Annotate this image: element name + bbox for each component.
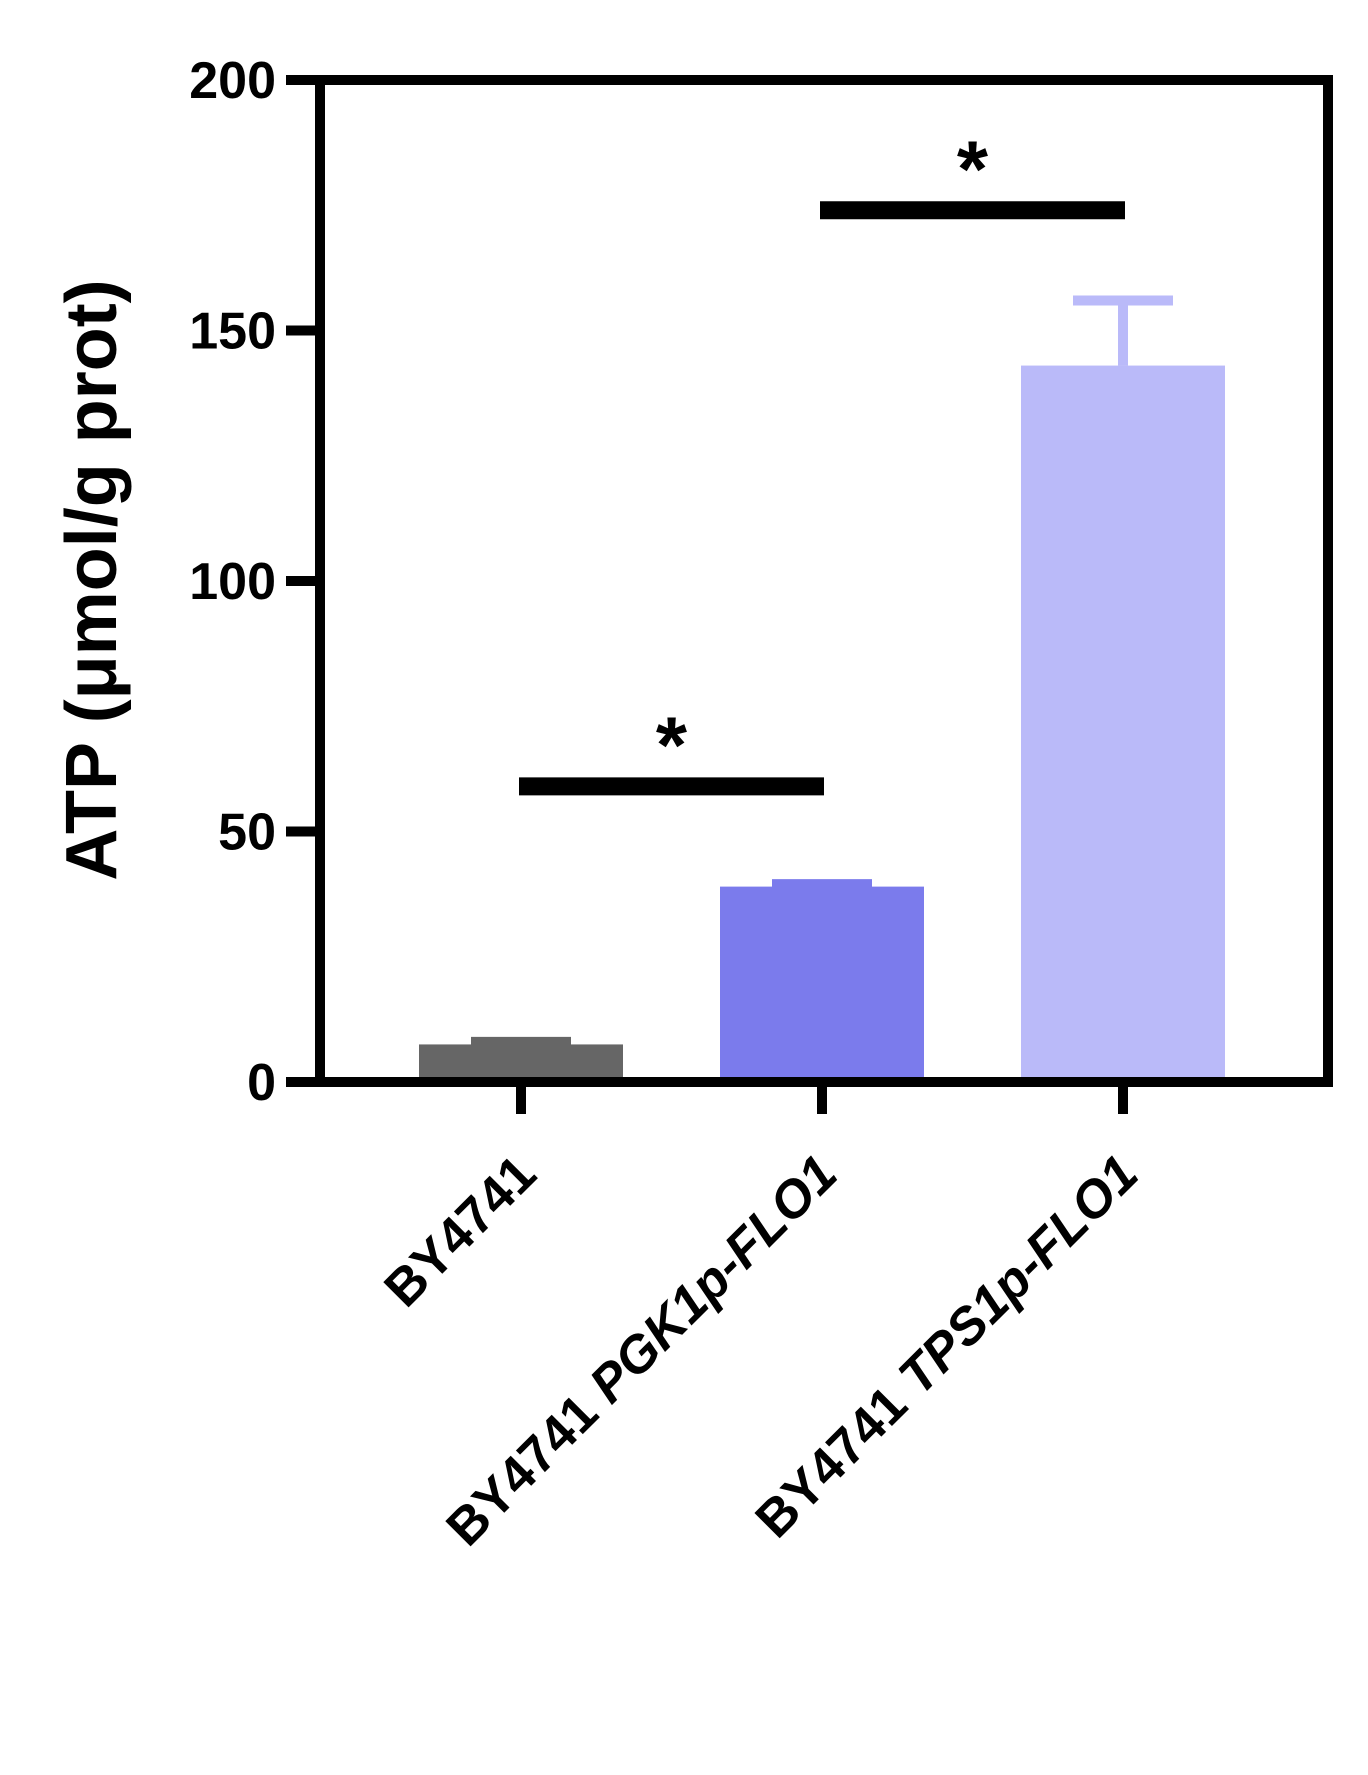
y-axis-title: ATP (μmol/g prot) <box>52 279 132 880</box>
y-tick-label-100: 100 <box>189 553 276 611</box>
x-tick-label-1: BY4741 <box>374 1144 548 1318</box>
y-axis: 0 50 100 150 200 <box>189 52 320 1112</box>
significance-star-1: * <box>656 700 688 789</box>
significance-group: ** <box>519 124 1125 796</box>
y-tick-label-150: 150 <box>189 303 276 361</box>
y-tick-label-200: 200 <box>189 52 276 110</box>
construct-name: PGK1p-FLO1 <box>579 1144 849 1414</box>
bars-group <box>419 365 1225 1082</box>
strain-name: BY4741 <box>436 1373 620 1557</box>
y-tick-label-0: 0 <box>247 1054 276 1112</box>
error-bars-group <box>471 295 1173 1047</box>
bar-1 <box>419 1044 623 1082</box>
construct-name: TPS1p-FLO1 <box>888 1144 1150 1406</box>
bar-3 <box>1021 365 1225 1082</box>
y-tick-label-50: 50 <box>218 804 276 862</box>
bar-2 <box>720 886 924 1082</box>
significance-star-2: * <box>957 124 989 213</box>
strain-name: BY4741 <box>745 1365 929 1549</box>
